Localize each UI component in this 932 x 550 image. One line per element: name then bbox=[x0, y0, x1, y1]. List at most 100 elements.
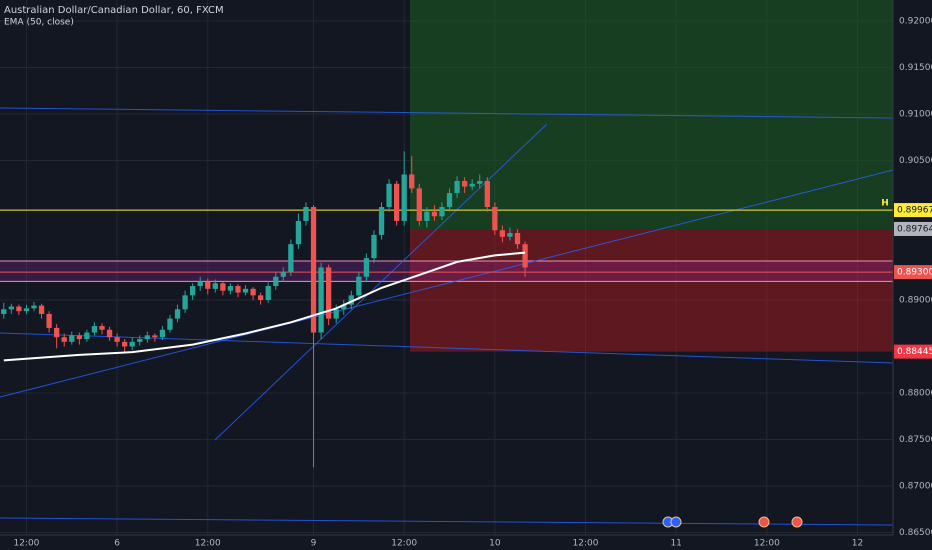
candle-body bbox=[54, 327, 60, 338]
candle-body bbox=[310, 207, 317, 333]
candle-body bbox=[122, 341, 128, 347]
candle-body bbox=[341, 304, 347, 310]
candle-body bbox=[499, 230, 506, 237]
candle-body bbox=[220, 283, 226, 291]
event-icon bbox=[758, 516, 770, 528]
candle-body bbox=[484, 180, 490, 208]
candle-body bbox=[137, 339, 143, 342]
target-zone bbox=[410, 0, 893, 229]
x-tick-label: 12:00 bbox=[195, 539, 221, 549]
candle-body bbox=[99, 326, 105, 330]
candle-body bbox=[288, 244, 294, 273]
x-tick-label: 11 bbox=[670, 539, 681, 549]
candle-body bbox=[182, 295, 188, 310]
candle-body bbox=[507, 233, 513, 237]
candle-body bbox=[492, 207, 498, 231]
candle-body bbox=[280, 272, 286, 277]
candle-body bbox=[61, 337, 67, 342]
x-tick-label: 6 bbox=[114, 539, 120, 549]
candle-body bbox=[242, 288, 249, 293]
price-label-box bbox=[894, 344, 932, 359]
candle-body bbox=[190, 286, 196, 296]
candle-body bbox=[461, 180, 468, 187]
trend-line bbox=[214, 123, 548, 441]
price-label: 0.89967 bbox=[897, 206, 932, 216]
x-tick-label: 9 bbox=[311, 539, 317, 549]
candle-body bbox=[1, 309, 7, 314]
candle-body bbox=[522, 244, 528, 268]
indicator-label: EMA (50, close) bbox=[4, 18, 74, 28]
price-label: 0.89764 bbox=[897, 224, 932, 234]
x-tick-label: 12:00 bbox=[573, 539, 599, 549]
candle-body bbox=[454, 180, 460, 194]
candle-body bbox=[333, 309, 339, 319]
candle-body bbox=[265, 286, 271, 301]
candle-body bbox=[235, 286, 241, 293]
candle-body bbox=[273, 276, 279, 287]
x-tick-label: 12:00 bbox=[391, 539, 417, 549]
candle-body bbox=[174, 309, 181, 319]
candle-body bbox=[159, 329, 166, 338]
candle-body bbox=[386, 183, 392, 208]
candle-body bbox=[348, 295, 354, 305]
candle-body bbox=[129, 341, 135, 347]
candle-body bbox=[212, 283, 218, 289]
candle-body bbox=[152, 335, 158, 338]
candle-body bbox=[303, 207, 309, 221]
candle-body bbox=[23, 308, 30, 312]
price-label-box bbox=[894, 221, 932, 236]
candle-body bbox=[469, 183, 475, 187]
x-tick-label: 12:00 bbox=[754, 539, 780, 549]
candle-body bbox=[38, 305, 45, 314]
price-label-box bbox=[894, 265, 932, 280]
candle-body bbox=[84, 332, 90, 340]
price-label: 0.89300 bbox=[897, 268, 932, 278]
trend-line bbox=[0, 517, 894, 526]
candle-body bbox=[409, 174, 415, 189]
candle-body bbox=[378, 207, 385, 235]
candle-body bbox=[439, 207, 445, 217]
event-icon bbox=[670, 516, 682, 528]
candle-body bbox=[295, 220, 302, 245]
candle-body bbox=[197, 281, 203, 287]
alert-marker: H bbox=[881, 199, 889, 209]
candle-body bbox=[318, 267, 324, 333]
candle-body bbox=[401, 174, 407, 221]
candle-body bbox=[477, 180, 483, 184]
candle-body bbox=[356, 276, 362, 296]
candle-body bbox=[325, 267, 332, 319]
candle-body bbox=[446, 193, 453, 208]
candle-body bbox=[114, 337, 120, 342]
y-tick-label: 0.86500 bbox=[899, 528, 932, 538]
series-layer bbox=[0, 151, 893, 468]
price-label-box bbox=[894, 203, 932, 218]
zone-band bbox=[0, 260, 893, 282]
trend-line bbox=[0, 107, 894, 119]
candle-body bbox=[31, 305, 37, 309]
event-icon bbox=[791, 516, 803, 528]
candle-body bbox=[514, 233, 521, 245]
candle-body bbox=[16, 306, 22, 312]
candle-body bbox=[363, 258, 370, 277]
candle-body bbox=[205, 281, 211, 289]
candle-body bbox=[8, 306, 14, 310]
stop-zone bbox=[410, 228, 893, 352]
event-icons bbox=[662, 516, 803, 528]
candle-body bbox=[76, 335, 82, 340]
candle-body bbox=[46, 313, 52, 328]
candle-body bbox=[371, 234, 377, 259]
x-tick-label: 12 bbox=[852, 539, 863, 549]
ema-line bbox=[3, 251, 526, 362]
candle-body bbox=[250, 288, 256, 296]
trend-line bbox=[0, 169, 894, 398]
candle-body bbox=[393, 183, 400, 221]
